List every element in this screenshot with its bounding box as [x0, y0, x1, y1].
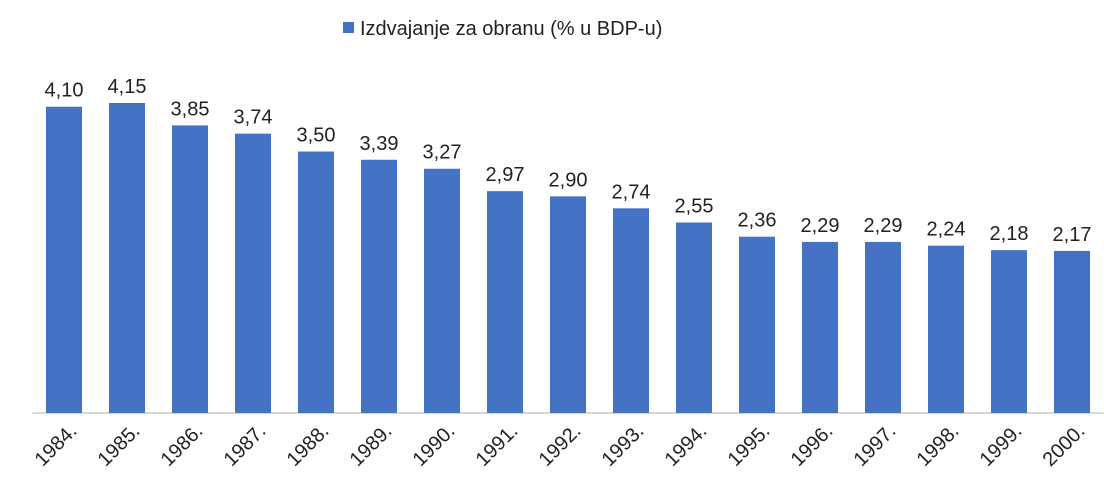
data-label: 2,36 — [738, 210, 777, 232]
bar — [676, 222, 712, 413]
bar — [1054, 250, 1090, 413]
legend-swatch — [343, 22, 354, 33]
data-label: 2,29 — [801, 215, 840, 237]
x-tick-label: 2000. — [1039, 420, 1090, 471]
data-label: 2,90 — [549, 169, 588, 191]
bar — [802, 241, 838, 413]
x-tick-label: 1993. — [598, 420, 649, 471]
bar — [613, 208, 649, 413]
bar — [172, 125, 208, 413]
data-label: 3,39 — [360, 133, 399, 155]
bar — [424, 168, 460, 413]
bar — [361, 159, 397, 413]
bar — [46, 106, 82, 414]
x-tick-label: 1986. — [157, 420, 208, 471]
data-label: 4,15 — [108, 76, 147, 98]
data-label: 3,50 — [297, 125, 336, 147]
x-tick-label: 1990. — [409, 420, 460, 471]
data-label: 2,29 — [864, 215, 903, 237]
x-tick-label: 1996. — [787, 420, 838, 471]
data-label: 2,24 — [927, 219, 966, 241]
data-label: 2,18 — [990, 223, 1029, 245]
data-label: 4,10 — [45, 80, 84, 102]
data-label: 3,85 — [171, 98, 210, 120]
legend-label: Izdvajanje za obranu (% u BDP-u) — [360, 18, 662, 40]
bar — [298, 151, 334, 414]
bar — [991, 250, 1027, 413]
data-label: 2,97 — [486, 164, 525, 186]
x-tick-label: 1991. — [472, 420, 523, 471]
x-tick-label: 1985. — [94, 420, 145, 471]
bar — [928, 245, 964, 413]
x-tick-label: 1997. — [850, 420, 901, 471]
data-label: 2,74 — [612, 181, 651, 203]
bar — [739, 236, 775, 413]
bar — [235, 133, 271, 413]
bar — [487, 191, 523, 413]
x-tick-label: 1984. — [31, 420, 82, 471]
x-tick-label: 1992. — [535, 420, 586, 471]
x-tick-label: 1994. — [661, 420, 712, 471]
data-label: 3,74 — [234, 107, 273, 129]
bar — [865, 241, 901, 413]
x-tick-label: 1987. — [220, 420, 271, 471]
bar — [109, 103, 145, 413]
data-label: 2,55 — [675, 196, 714, 218]
bar — [550, 196, 586, 413]
x-tick-label: 1988. — [283, 420, 334, 471]
x-tick-label: 1999. — [976, 420, 1027, 471]
data-label: 3,27 — [423, 142, 462, 164]
x-tick-label: 1995. — [724, 420, 775, 471]
data-label: 2,17 — [1053, 224, 1092, 246]
x-tick-label: 1998. — [913, 420, 964, 471]
x-tick-label: 1989. — [346, 420, 397, 471]
